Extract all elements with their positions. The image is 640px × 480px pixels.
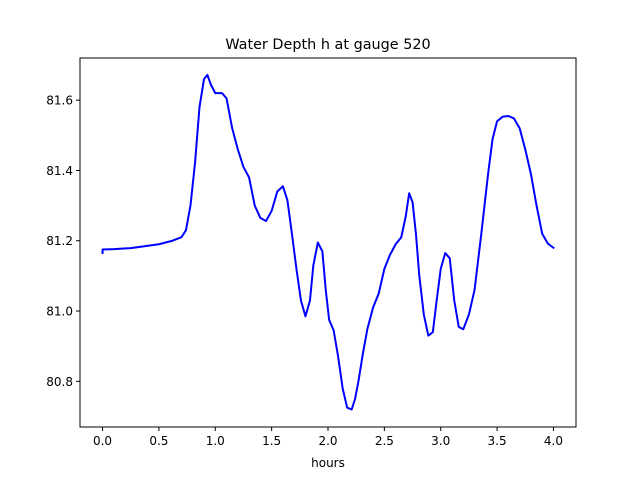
x-tick-label: 1.0	[206, 434, 225, 448]
y-tick-label: 81.0	[46, 305, 73, 319]
x-tick-label: 0.5	[149, 434, 168, 448]
x-tick-label: 1.5	[262, 434, 281, 448]
x-tick-label: 3.5	[488, 434, 507, 448]
y-tick-label: 81.2	[46, 234, 73, 248]
plot-area	[101, 73, 555, 411]
x-axis-title: hours	[311, 456, 345, 470]
y-tick-label: 81.6	[46, 94, 73, 108]
x-tick-label: 4.0	[544, 434, 563, 448]
x-axis-ticks: 0.0 0.5 1.0 1.5 2.0 2.5 3.0 3.5 4.0	[93, 427, 563, 448]
chart-title: Water Depth h at gauge 520	[225, 37, 430, 53]
x-tick-label: 0.0	[93, 434, 112, 448]
y-tick-label: 81.4	[46, 164, 73, 178]
x-tick-label: 3.0	[431, 434, 450, 448]
x-tick-label: 2.0	[318, 434, 337, 448]
x-tick-label: 2.5	[375, 434, 394, 448]
y-tick-label: 80.8	[46, 375, 73, 389]
series-line-0	[101, 73, 555, 411]
y-axis-ticks: 80.8 81.0 81.2 81.4 81.6	[46, 94, 80, 389]
